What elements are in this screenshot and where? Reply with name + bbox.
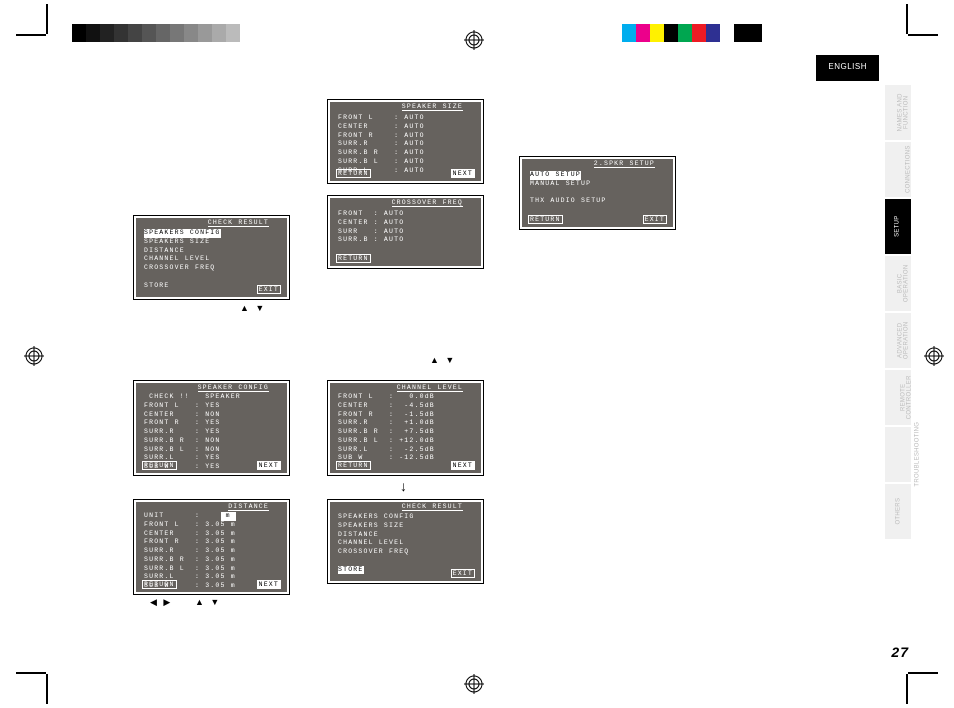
crop-mark [906,4,908,34]
osd-title: SPEAKER SIZE [332,103,479,110]
osd-right-button[interactable]: NEXT [257,580,281,589]
side-tab[interactable]: BASICOPERATION [885,256,911,313]
crop-mark [46,4,48,34]
osd-speaker-config: SPEAKER CONFIG CHECK !! SPEAKERFRONT L :… [134,381,289,475]
osd-return-button[interactable]: RETURN [142,580,177,589]
osd-distance: DISTANCEUNIT : m FRONT L : 3.05 mCENTER … [134,500,289,594]
osd-title: CHANNEL LEVEL [332,384,479,391]
registration-mark-top [462,28,486,52]
osd-right-button[interactable]: NEXT [451,169,475,178]
crop-mark [46,674,48,704]
osd-buttons: RETURN EXIT [528,215,667,224]
osd-buttons: RETURN NEXT [336,461,475,470]
arrows-up-down: ▲ ▼ [240,303,266,313]
osd-channel-level: CHANNEL LEVEL FRONT L : 0.0dBCENTER : -4.… [328,381,483,475]
arrows-up-down: ▲ ▼ [195,597,221,607]
osd-buttons: RETURN NEXT [336,169,475,178]
osd-buttons: EXIT [336,569,475,578]
registration-mark-bottom [462,672,486,696]
side-tab[interactable]: OTHERS [885,484,911,541]
side-tab[interactable]: TROUBLESHOOTING [885,427,911,484]
registration-mark-left [22,344,46,368]
side-tab[interactable]: ADVANCEDOPERATION [885,313,911,370]
crop-mark [16,34,46,36]
osd-speaker-size: SPEAKER SIZE FRONT L : AUTOCENTER : AUTOF… [328,100,483,183]
side-tab[interactable]: SETUP [885,199,911,256]
osd-spkr-setup: 2.SPKR SETUP AUTO SETUPMANUAL SETUP THX A… [520,157,675,229]
osd-body: FRONT L : AUTOCENTER : AUTOFRONT R : AUT… [338,114,475,175]
side-tab[interactable]: CONNECTIONS [885,142,911,199]
osd-crossover-freq: CROSSOVER FREQ FRONT : AUTOCENTER : AUTOS… [328,196,483,268]
crop-mark [908,34,938,36]
color-bar [622,24,762,42]
osd-right-button[interactable]: EXIT [451,569,475,578]
osd-title: SPEAKER CONFIG [138,384,285,391]
arrow-down: ↓ [400,478,407,494]
osd-body: SPEAKERS CONFIGSPEAKERS SIZEDISTANCECHAN… [338,513,475,574]
osd-right-button[interactable]: EXIT [643,215,667,224]
osd-body: AUTO SETUPMANUAL SETUP THX AUDIO SETUP [530,171,667,206]
registration-mark-right [922,344,946,368]
osd-body: SPEAKERS CONFIGSPEAKERS SIZEDISTANCECHAN… [144,229,281,290]
page-number: 27 [891,644,909,660]
osd-return-button[interactable]: RETURN [336,461,371,470]
grayscale-bar [72,24,240,42]
osd-buttons: RETURN NEXT [142,580,281,589]
osd-right-button[interactable]: EXIT [257,285,281,294]
osd-return-button[interactable]: RETURN [336,169,371,178]
osd-buttons: RETURN NEXT [142,461,281,470]
osd-title: CROSSOVER FREQ [332,199,479,206]
osd-body: FRONT : AUTOCENTER : AUTOSURR : AUTOSURR… [338,210,475,245]
osd-body: FRONT L : 0.0dBCENTER : -4.5dBFRONT R : … [338,393,475,463]
arrows-up-down: ▲ ▼ [430,355,456,365]
osd-return-button[interactable]: RETURN [336,254,371,263]
osd-title: DISTANCE [138,503,285,510]
osd-title: CHECK RESULT [138,219,285,226]
arrows-left-right: ◀ ▶ [150,597,172,608]
crop-mark [16,672,46,674]
osd-buttons: EXIT [142,285,281,294]
osd-return-button[interactable]: RETURN [142,461,177,470]
side-tabs: NAMES ANDFUNCTIONCONNECTIONSSETUPBASICOP… [885,85,911,541]
language-label: ENGLISH [816,55,879,81]
osd-buttons: RETURN [336,254,475,263]
osd-right-button[interactable]: NEXT [451,461,475,470]
side-tab[interactable]: REMOTECONTROLLER [885,370,911,427]
crop-mark [906,674,908,704]
osd-check-result-2: CHECK RESULT SPEAKERS CONFIGSPEAKERS SIZE… [328,500,483,583]
osd-return-button[interactable]: RETURN [528,215,563,224]
crop-mark [908,672,938,674]
osd-right-button[interactable]: NEXT [257,461,281,470]
osd-check-result-1: CHECK RESULT SPEAKERS CONFIGSPEAKERS SIZE… [134,216,289,299]
osd-title: 2.SPKR SETUP [524,160,671,167]
side-tab[interactable]: NAMES ANDFUNCTION [885,85,911,142]
osd-title: CHECK RESULT [332,503,479,510]
